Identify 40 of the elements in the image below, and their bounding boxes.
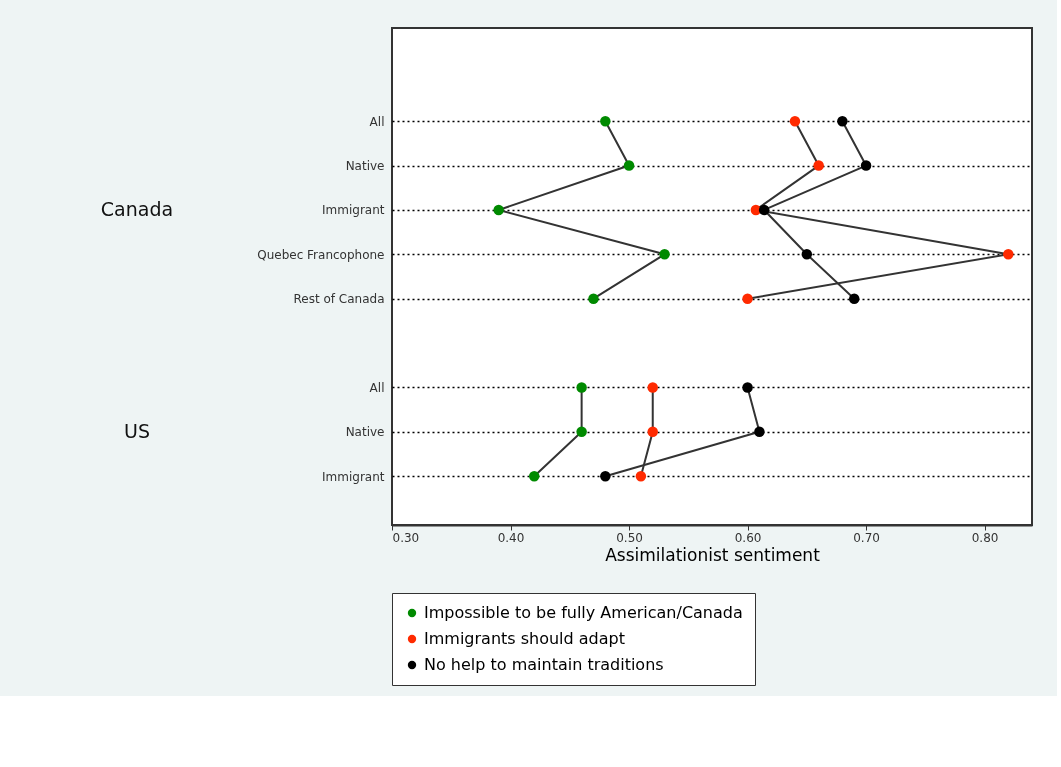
legend-label: Impossible to be fully American/Canada <box>424 603 743 622</box>
x-tick-label: 0.70 <box>853 530 880 545</box>
point <box>789 115 801 127</box>
x-tick-label: 0.40 <box>497 530 525 545</box>
legend-label: Immigrants should adapt <box>424 629 625 648</box>
x-tick-label: 0.30 <box>392 530 420 545</box>
x-tick-label: 0.60 <box>734 530 762 545</box>
y-tick-label: Native <box>345 159 385 174</box>
y-tick-label: Immigrant <box>322 203 385 218</box>
y-tick-label: Immigrant <box>322 469 385 484</box>
point <box>801 249 813 260</box>
point <box>758 204 770 216</box>
point <box>837 115 848 127</box>
point <box>742 382 753 393</box>
x-tick-label: 0.80 <box>971 530 999 545</box>
point <box>647 426 658 438</box>
y-tick-label: Native <box>345 425 385 440</box>
x-axis-title: Assimilationist sentiment <box>605 544 821 565</box>
x-tick-label: 0.50 <box>616 530 643 545</box>
point <box>659 249 670 260</box>
point <box>813 160 824 171</box>
point <box>623 160 635 171</box>
point <box>493 204 504 216</box>
point <box>754 426 765 438</box>
y-tick-label: Rest of Canada <box>293 292 385 307</box>
y-tick-label: Quebec Francophone <box>257 247 385 262</box>
text: US <box>124 419 150 442</box>
point <box>600 115 611 127</box>
point <box>635 470 647 482</box>
legend-label: No help to maintain traditions <box>424 655 664 674</box>
point <box>848 293 860 304</box>
text: Canada <box>100 197 174 220</box>
point <box>742 293 753 304</box>
y-tick-label: All <box>369 114 385 129</box>
point <box>1003 249 1014 260</box>
point <box>647 382 658 393</box>
point <box>860 160 872 171</box>
point <box>588 293 599 304</box>
y-tick-label: All <box>369 380 385 395</box>
point <box>600 470 611 482</box>
